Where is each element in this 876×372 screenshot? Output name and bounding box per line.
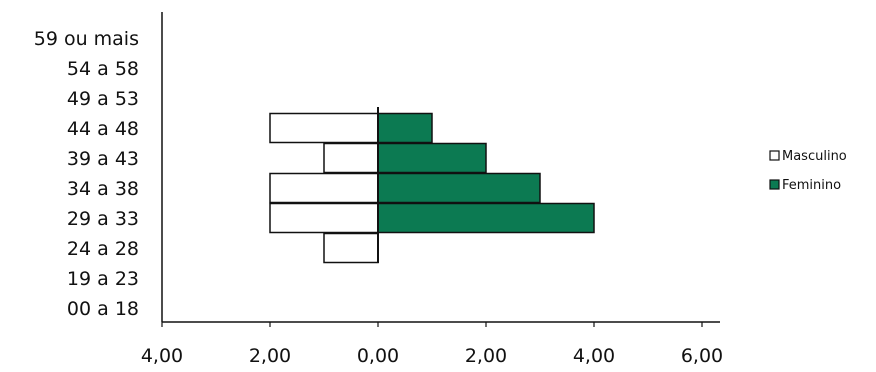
bar-feminino-3 xyxy=(377,202,595,234)
y-tick-label: 39 a 43 xyxy=(67,148,139,170)
y-tick-label: 59 ou mais xyxy=(34,28,139,50)
x-tick-label: 6,00 xyxy=(681,345,723,367)
y-tick-label: 44 a 48 xyxy=(67,118,139,140)
legend-swatch-masculino xyxy=(769,150,780,161)
bar-feminino-4 xyxy=(377,172,541,204)
bar-masculino-5 xyxy=(323,142,379,174)
legend-label-masculino: Masculino xyxy=(782,149,847,164)
bar-masculino-2 xyxy=(323,232,379,264)
x-tick-label: 4,00 xyxy=(141,345,183,367)
y-tick-label: 49 a 53 xyxy=(67,88,139,110)
x-tick-label: 0,00 xyxy=(357,345,399,367)
y-tick-label: 24 a 28 xyxy=(67,238,139,260)
bar-feminino-5 xyxy=(377,142,487,174)
x-tick-label: 2,00 xyxy=(249,345,291,367)
y-tick-label: 54 a 58 xyxy=(67,58,139,80)
legend-label-feminino: Feminino xyxy=(782,178,841,193)
bar-feminino-6 xyxy=(377,112,433,144)
x-tick-label: 4,00 xyxy=(573,345,615,367)
bar-masculino-4 xyxy=(269,172,379,204)
y-tick-label: 34 a 38 xyxy=(67,178,139,200)
y-tick-label: 00 a 18 xyxy=(67,298,139,320)
bar-masculino-6 xyxy=(269,112,379,144)
x-tick-label: 2,00 xyxy=(465,345,507,367)
y-tick-label: 19 a 23 xyxy=(67,268,139,290)
y-tick-label: 29 a 33 xyxy=(67,208,139,230)
legend-swatch-feminino xyxy=(769,179,780,190)
bar-masculino-3 xyxy=(269,202,379,234)
